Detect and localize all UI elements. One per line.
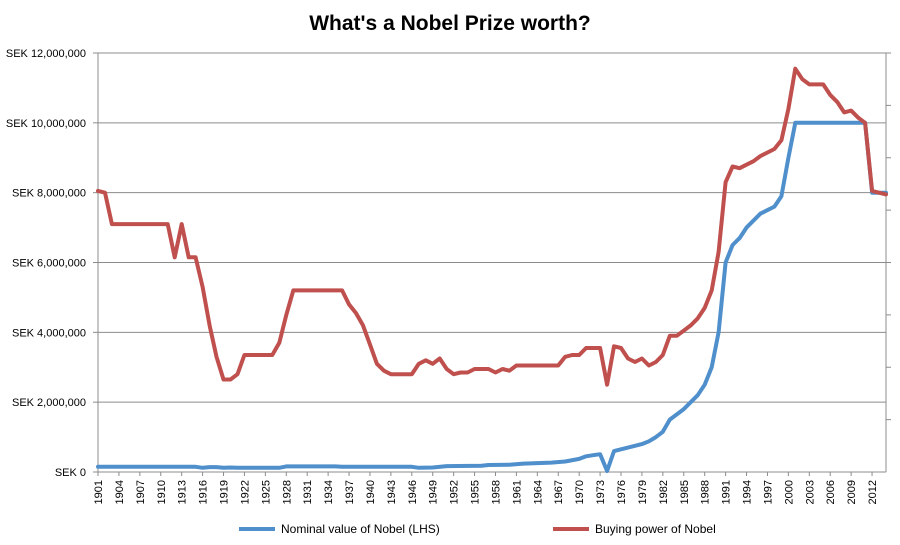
chart-title: What's a Nobel Prize worth? bbox=[309, 12, 591, 35]
x-tick-label: 1922 bbox=[239, 480, 251, 504]
x-tick-label: 1904 bbox=[114, 480, 126, 504]
axes bbox=[93, 52, 891, 476]
x-axis-ticks: 1901 1904 1907 1910 1913 1916 1919 1922 1925 1928… bbox=[93, 480, 879, 504]
x-tick-label: 1967 bbox=[553, 480, 565, 504]
y-tick-label: SEK 12,000,000 bbox=[6, 48, 86, 60]
x-tick-label: 1970 bbox=[574, 480, 586, 504]
x-tick-label: 1949 bbox=[428, 480, 440, 504]
legend: Nominal value of Nobel (LHS) Buying power… bbox=[239, 522, 716, 536]
x-tick-label: 1994 bbox=[742, 480, 754, 504]
x-tick-label: 1946 bbox=[407, 480, 419, 504]
x-tick-label: 1916 bbox=[198, 480, 210, 504]
x-tick-label: 2006 bbox=[825, 480, 837, 504]
x-tick-label: 1910 bbox=[156, 480, 168, 504]
x-tick-label: 1958 bbox=[490, 480, 502, 504]
y-tick-label: SEK 8,000,000 bbox=[12, 188, 86, 200]
x-tick-label: 2003 bbox=[804, 480, 816, 504]
x-tick-label: 1901 bbox=[93, 480, 105, 504]
x-tick-label: 1964 bbox=[532, 480, 544, 504]
x-tick-label: 1913 bbox=[177, 480, 189, 504]
x-tick-label: 2000 bbox=[783, 480, 795, 504]
x-tick-label: 1985 bbox=[679, 480, 691, 504]
x-tick-label: 1940 bbox=[365, 480, 377, 504]
y-tick-label: SEK 0 bbox=[55, 467, 86, 479]
x-tick-label: 1919 bbox=[219, 480, 231, 504]
y-tick-label: SEK 6,000,000 bbox=[12, 258, 86, 270]
x-tick-label: 1937 bbox=[344, 480, 356, 504]
x-tick-label: 1943 bbox=[386, 480, 398, 504]
x-tick-label: 1988 bbox=[700, 480, 712, 504]
y-axis-ticks: SEK 0 SEK 2,000,000 SEK 4,000,000 SEK 6,000… bbox=[6, 48, 86, 479]
legend-label-0: Nominal value of Nobel (LHS) bbox=[281, 522, 440, 536]
y-tick-label: SEK 10,000,000 bbox=[6, 118, 86, 130]
x-tick-label: 1955 bbox=[470, 480, 482, 504]
x-tick-label: 1961 bbox=[511, 480, 523, 504]
x-tick-label: 1976 bbox=[616, 480, 628, 504]
x-tick-label: 2009 bbox=[846, 480, 858, 504]
series-lines bbox=[96, 66, 888, 473]
series-line-1 bbox=[96, 66, 888, 387]
x-tick-label: 1982 bbox=[658, 480, 670, 504]
x-tick-label: 1928 bbox=[281, 480, 293, 504]
x-tick-label: 1934 bbox=[323, 480, 335, 504]
x-tick-label: 1973 bbox=[595, 480, 607, 504]
series-line-0 bbox=[96, 120, 888, 473]
x-tick-label: 2012 bbox=[867, 480, 879, 504]
y-tick-label: SEK 2,000,000 bbox=[12, 397, 86, 409]
x-tick-label: 1952 bbox=[449, 480, 461, 504]
x-tick-label: 1907 bbox=[135, 480, 147, 504]
x-tick-label: 1925 bbox=[260, 480, 272, 504]
legend-label-1: Buying power of Nobel bbox=[595, 522, 716, 536]
x-tick-label: 1991 bbox=[721, 480, 733, 504]
x-tick-label: 1931 bbox=[302, 480, 314, 504]
y-tick-label: SEK 4,000,000 bbox=[12, 327, 86, 339]
x-tick-label: 1997 bbox=[762, 480, 774, 504]
gridlines bbox=[98, 52, 886, 403]
x-tick-label: 1979 bbox=[637, 480, 649, 504]
